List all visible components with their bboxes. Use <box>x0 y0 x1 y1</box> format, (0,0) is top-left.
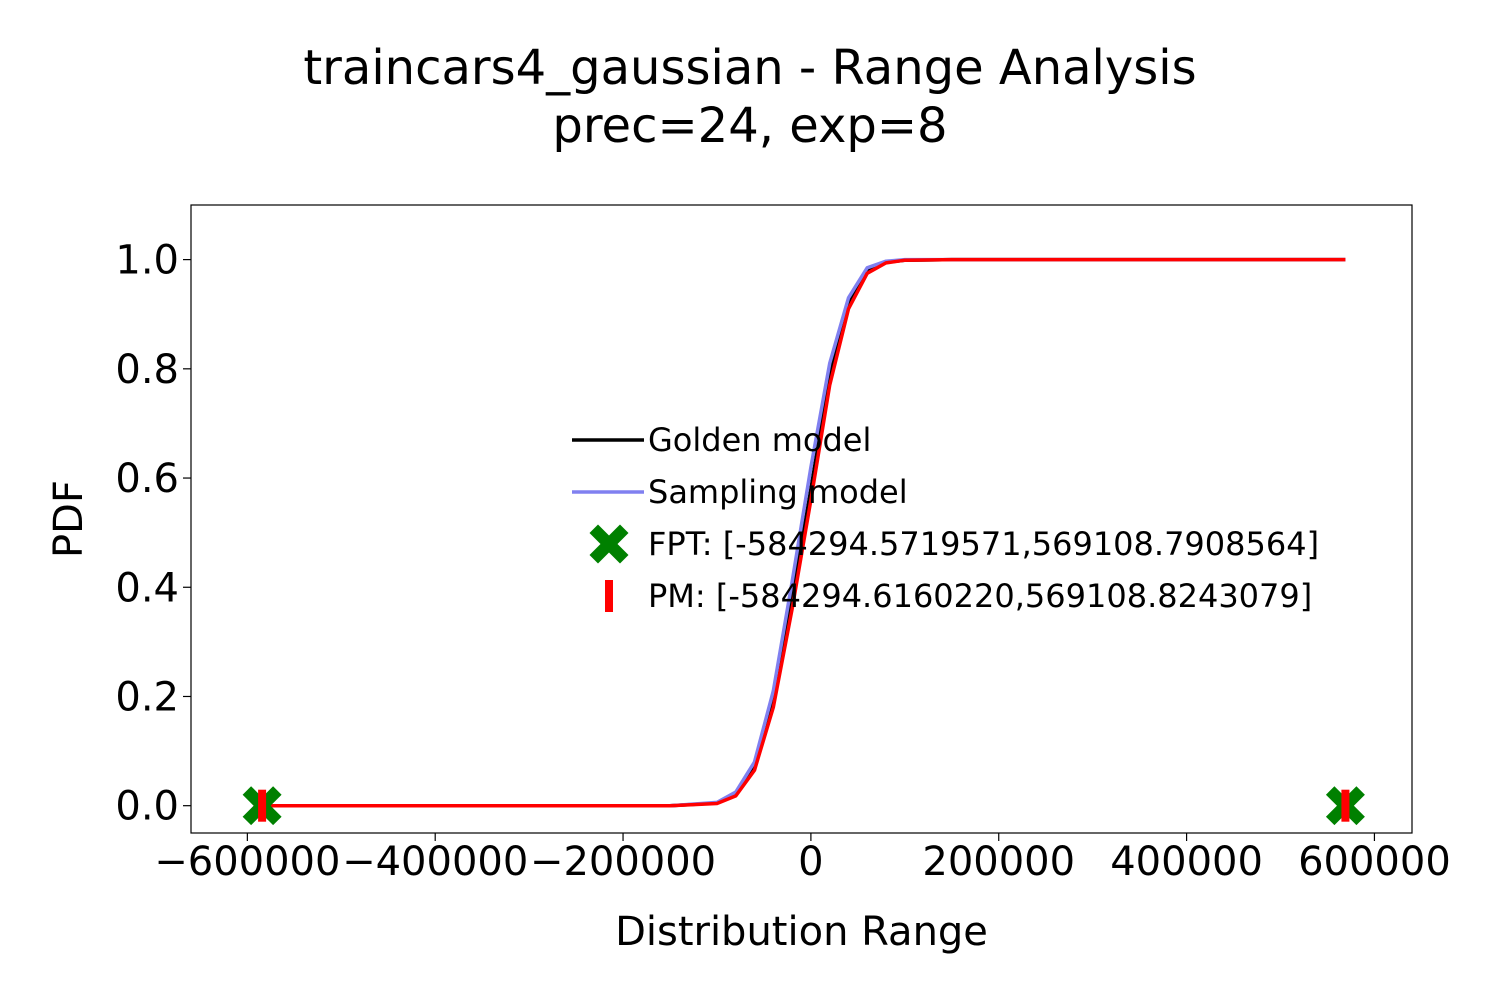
legend-label: Sampling model <box>648 473 908 511</box>
legend-entry: Golden model <box>572 421 871 459</box>
y-tick-label: 0.6 <box>115 456 179 502</box>
y-tick-label: 0.2 <box>115 674 179 720</box>
x-tick-label: 600000 <box>1298 839 1451 885</box>
series-line-2 <box>262 257 1346 808</box>
x-tick-label: −600000 <box>154 839 340 885</box>
legend-entry: Sampling model <box>572 473 908 511</box>
y-tick-label: 0.4 <box>115 565 179 611</box>
series-layer <box>262 257 1346 808</box>
chart-subtitle: prec=24, exp=8 <box>552 98 948 154</box>
x-tick-label: 400000 <box>1110 839 1263 885</box>
legend-entry: PM: [-584294.6160220,569108.8243079] <box>605 577 1312 615</box>
y-tick-label: 0.0 <box>115 784 179 830</box>
y-tick-label: 0.8 <box>115 347 179 393</box>
y-axis-ticks: 0.0 0.2 0.4 0.6 0.8 1.0 <box>115 238 191 830</box>
pm-marker <box>258 789 267 822</box>
x-tick-label: −200000 <box>530 839 716 885</box>
marker-layer <box>242 786 1365 826</box>
x-axis-label: Distribution Range <box>615 909 988 955</box>
legend-entry: FPT: [-584294.5719571,569108.7908564] <box>589 524 1319 564</box>
legend-label: PM: [-584294.6160220,569108.8243079] <box>648 577 1312 615</box>
x-axis-ticks: −600000 −400000 −200000 0 200000 400000 600000 <box>154 833 1451 885</box>
legend-swatch <box>605 580 613 612</box>
y-axis-label: PDF <box>46 480 92 558</box>
legend-label: FPT: [-584294.5719571,569108.7908564] <box>648 525 1319 563</box>
x-tick-label: 0 <box>798 839 823 885</box>
y-tick-label: 1.0 <box>115 238 179 284</box>
x-tick-label: 200000 <box>922 839 1075 885</box>
legend-label: Golden model <box>648 421 871 459</box>
plot-frame <box>190 204 1413 834</box>
pm-marker <box>1341 789 1350 822</box>
x-tick-label: −400000 <box>342 839 528 885</box>
legend: Golden model Sampling model FPT: [-584294.… <box>572 421 1319 615</box>
chart-title: traincars4_gaussian - Range Analysis <box>303 40 1197 96</box>
